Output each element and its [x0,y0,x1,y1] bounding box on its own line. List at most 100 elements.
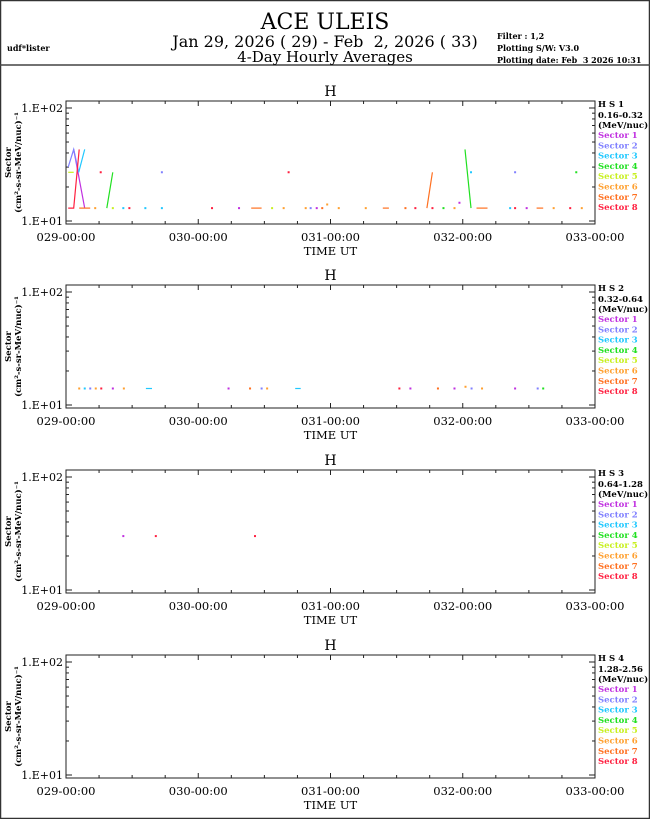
data-line [106,172,114,209]
legend-sector-6: Sector 6 [598,367,638,377]
data-point [111,387,114,390]
data-point [111,207,114,210]
x-tick-label: 030-00:00 [169,599,228,613]
legend-sector-2: Sector 2 [598,695,638,705]
data-point [211,207,214,210]
data-point [514,387,517,390]
legend-sector-2: Sector 2 [598,141,638,151]
energy-units: (MeV/nuc) [598,489,648,500]
legend-sector-3: Sector 3 [598,706,638,716]
y-tick-label-max: 1.E+02 [21,471,63,484]
data-point [398,387,401,390]
energy-range: 0.64-1.28 [598,480,643,490]
data-point [94,387,97,390]
filter-label: Filter : 1,2 [497,31,544,41]
series-sector-7 [79,172,544,210]
legend-sector-4: Sector 4 [598,531,638,541]
x-tick-label: 032-00:00 [433,414,492,428]
y-axis-label: Sector [4,516,14,547]
legend-sector-1: Sector 1 [598,685,638,695]
energy-units: (MeV/nuc) [598,304,648,315]
x-tick-label: 029-00:00 [37,230,96,244]
data-point [144,207,147,210]
panel-title: H [324,84,336,100]
data-point [89,387,92,390]
x-axis-label: TIME UT [304,798,358,812]
y-axis-units: (cm²-s-sr-MeV/nuc)⁻¹ [13,481,24,582]
data-point [326,203,329,206]
series-sector-3 [78,149,512,210]
legend-sector-7: Sector 7 [598,562,638,572]
data-point [453,387,456,390]
y-axis-units: (cm²-s-sr-MeV/nuc)⁻¹ [13,112,24,213]
data-point [266,387,269,390]
y-axis-units: (cm²-s-sr-MeV/nuc)⁻¹ [13,666,24,767]
data-point [409,387,412,390]
x-axis-label: TIME UT [304,428,358,442]
channel-label: H S 2 [598,284,624,294]
panels: H 029-00:00 030-00:00 031-00:00 032-00:00 033… [4,84,648,812]
series-sector-2 [67,147,517,210]
panel-title: H [324,268,336,284]
y-axis-label: Sector [4,331,14,362]
y-tick-label-max: 1.E+02 [21,656,63,669]
x-tick-label: 033-00:00 [566,414,625,428]
data-point [525,207,528,210]
legend-sector-1: Sector 1 [598,131,638,141]
data-line [78,149,86,173]
y-tick-label-min: 1.E+01 [21,399,63,412]
data-point [431,207,434,210]
x-tick-label: 031-00:00 [301,414,360,428]
energy-units: (MeV/nuc) [598,120,648,131]
data-line [464,149,472,209]
x-tick-label: 031-00:00 [301,599,360,613]
data-point [514,207,517,210]
data-point [122,207,125,210]
subtitle: 4-Day Hourly Averages [237,48,413,66]
series-sector-4 [542,387,545,390]
energy-range: 0.32-0.64 [598,295,643,305]
legend-sector-3: Sector 3 [598,521,638,531]
series-sector-5 [68,171,274,210]
x-tick-label: 030-00:00 [169,784,228,798]
data-point [94,207,97,210]
y-tick-label-min: 1.E+01 [21,769,63,782]
series-sector-6 [94,203,583,210]
data-point [100,387,103,390]
panel-3: H 029-00:00 030-00:00 031-00:00 032-00:00 033… [4,453,648,627]
legend-sector-6: Sector 6 [598,737,638,747]
legend-sector-5: Sector 5 [598,726,638,736]
data-point [309,207,312,210]
legend-sector-1: Sector 1 [598,315,638,325]
data-point [271,207,274,210]
data-point [514,171,517,174]
legend-sector-5: Sector 5 [598,172,638,182]
x-tick-label: 031-00:00 [301,230,360,244]
data-point [364,207,367,210]
x-tick-label: 029-00:00 [37,599,96,613]
data-point [580,207,583,210]
data-point [282,207,285,210]
data-point [481,387,484,390]
x-tick-label: 032-00:00 [433,599,492,613]
data-point [160,207,163,210]
data-point [287,171,290,174]
channel-label: H S 4 [598,654,624,664]
data-point [315,207,318,210]
data-point [99,171,102,174]
legend-sector-8: Sector 8 [598,203,638,213]
data-point [78,387,81,390]
x-tick-label: 030-00:00 [169,414,228,428]
series-sector-7 [249,387,439,390]
plot-date-label: Plotting date: Feb 3 2026 10:31 [497,55,641,65]
x-tick-label: 033-00:00 [566,230,625,244]
panel-2: H 029-00:00 030-00:00 031-00:00 032-00:00 033… [4,268,648,442]
data-point [122,387,125,390]
legend-sector-4: Sector 4 [598,716,638,726]
legend-sector-8: Sector 8 [598,572,638,582]
x-tick-label: 032-00:00 [433,784,492,798]
data-point [321,207,324,210]
channel-label: H S 1 [598,100,624,110]
panel-1: H 029-00:00 030-00:00 031-00:00 032-00:00 033… [4,84,648,258]
